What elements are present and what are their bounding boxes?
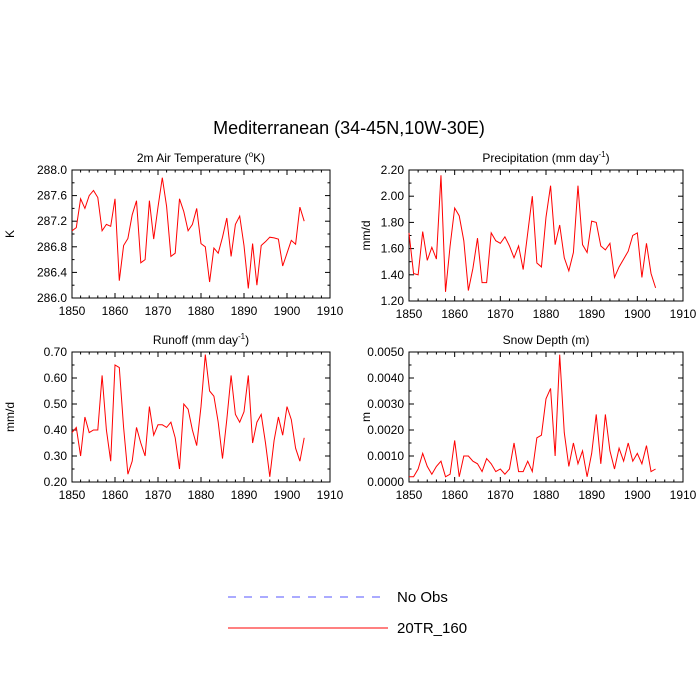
- y-axis-label: K: [3, 230, 17, 238]
- x-tick-label: 1900: [274, 488, 301, 502]
- panel-0: 2m Air Temperature (oK) K 1850 1860 1870 1880…: [3, 150, 344, 318]
- y-tick-label: 0.0010: [367, 449, 404, 463]
- x-tick-label: 1910: [670, 488, 697, 502]
- x-tick-label: 1910: [670, 307, 697, 321]
- x-tick-label: 1910: [317, 304, 344, 318]
- panel-title: Precipitation (mm day-1): [482, 150, 609, 165]
- panels: 2m Air Temperature (oK) K 1850 1860 1870 1880…: [3, 150, 697, 502]
- x-tick-label: 1890: [578, 307, 605, 321]
- y-axis-label: m: [359, 412, 373, 422]
- x-tick-label: 1860: [441, 488, 468, 502]
- plot-frame: [71, 351, 331, 483]
- panel-title-tail: K): [253, 151, 265, 165]
- legend-label-20tr-160: 20TR_160: [397, 620, 467, 637]
- y-tick-label: 287.6: [37, 189, 67, 203]
- panel-2: Runoff (mm day-1) mm/d 1850 1860 1870 1880 189…: [3, 332, 344, 502]
- panel-title: Snow Depth (m): [503, 333, 590, 347]
- panel-title-text: Snow Depth (m): [503, 333, 590, 347]
- panel-title-text: Runoff (mm day: [153, 333, 238, 347]
- x-tick-label: 1890: [231, 304, 258, 318]
- x-tick-label: 1870: [487, 307, 514, 321]
- panel-title: Runoff (mm day-1): [153, 332, 249, 347]
- y-tick-label: 0.0050: [367, 345, 404, 359]
- y-tick-label: 2.20: [381, 163, 405, 177]
- panel-title-text: 2m Air Temperature (: [137, 151, 249, 165]
- y-axis-label: mm/d: [3, 402, 17, 432]
- panel-title-sup: -1: [238, 332, 246, 341]
- y-tick-label: 0.60: [44, 371, 68, 385]
- panel-title-sup: -1: [598, 150, 606, 159]
- x-tick-label: 1880: [533, 488, 560, 502]
- x-tick-label: 1890: [231, 488, 258, 502]
- x-tick-label: 1900: [624, 307, 651, 321]
- x-tick-label: 1880: [533, 307, 560, 321]
- y-tick-label: 0.0000: [367, 475, 404, 489]
- legend-label-no-obs: No Obs: [397, 589, 448, 606]
- x-tick-label: 1850: [396, 307, 423, 321]
- y-tick-label: 1.20: [381, 294, 405, 308]
- x-tick-label: 1850: [59, 488, 86, 502]
- y-tick-label: 287.2: [37, 214, 67, 228]
- x-tick-label: 1850: [396, 488, 423, 502]
- series-line-20tr-160: [408, 175, 657, 292]
- panel-title: 2m Air Temperature (oK): [137, 150, 265, 165]
- y-tick-label: 286.0: [37, 291, 67, 305]
- x-tick-label: 1900: [624, 488, 651, 502]
- y-tick-label: 0.40: [44, 423, 68, 437]
- y-tick-label: 1.80: [381, 215, 405, 229]
- y-tick-label: 0.0040: [367, 371, 404, 385]
- panel-3: Snow Depth (m) m 1850 1860 1870 1880 1890 1900 1…: [359, 333, 697, 502]
- y-tick-label: 0.30: [44, 449, 68, 463]
- panel-title-text: Precipitation (mm day: [482, 151, 598, 165]
- x-tick-label: 1860: [102, 304, 129, 318]
- x-tick-label: 1870: [487, 488, 514, 502]
- y-tick-label: 288.0: [37, 163, 67, 177]
- panel-title-sup: o: [249, 150, 254, 159]
- series-line-20tr-160: [71, 354, 305, 477]
- x-tick-label: 1860: [441, 307, 468, 321]
- y-tick-label: 0.20: [44, 475, 68, 489]
- legend: No Obs 20TR_160: [228, 589, 467, 637]
- plot-frame: [408, 169, 684, 302]
- y-tick-label: 1.40: [381, 268, 405, 282]
- x-tick-label: 1880: [188, 488, 215, 502]
- x-tick-label: 1900: [274, 304, 301, 318]
- y-tick-label: 0.50: [44, 397, 68, 411]
- panel-1: Precipitation (mm day-1) mm/d 1850 1860 1870…: [359, 150, 697, 321]
- x-tick-label: 1890: [578, 488, 605, 502]
- x-tick-label: 1860: [102, 488, 129, 502]
- y-tick-label: 0.0030: [367, 397, 404, 411]
- plot-frame: [71, 169, 331, 299]
- main-title: Mediterranean (34-45N,10W-30E): [213, 118, 485, 138]
- x-tick-label: 1850: [59, 304, 86, 318]
- panel-title-tail: ): [606, 151, 610, 165]
- x-tick-label: 1870: [145, 488, 172, 502]
- x-tick-label: 1870: [145, 304, 172, 318]
- y-tick-label: 1.60: [381, 242, 405, 256]
- y-tick-label: 0.70: [44, 345, 68, 359]
- panel-title-tail: ): [245, 333, 249, 347]
- series-line-20tr-160: [71, 177, 305, 289]
- y-axis-label: mm/d: [359, 221, 373, 251]
- x-tick-label: 1910: [317, 488, 344, 502]
- x-tick-label: 1880: [188, 304, 215, 318]
- y-tick-label: 0.0020: [367, 423, 404, 437]
- y-tick-label: 2.00: [381, 189, 405, 203]
- series-line-20tr-160: [409, 354, 656, 478]
- y-tick-label: 286.8: [37, 240, 67, 254]
- y-tick-label: 286.4: [37, 265, 67, 279]
